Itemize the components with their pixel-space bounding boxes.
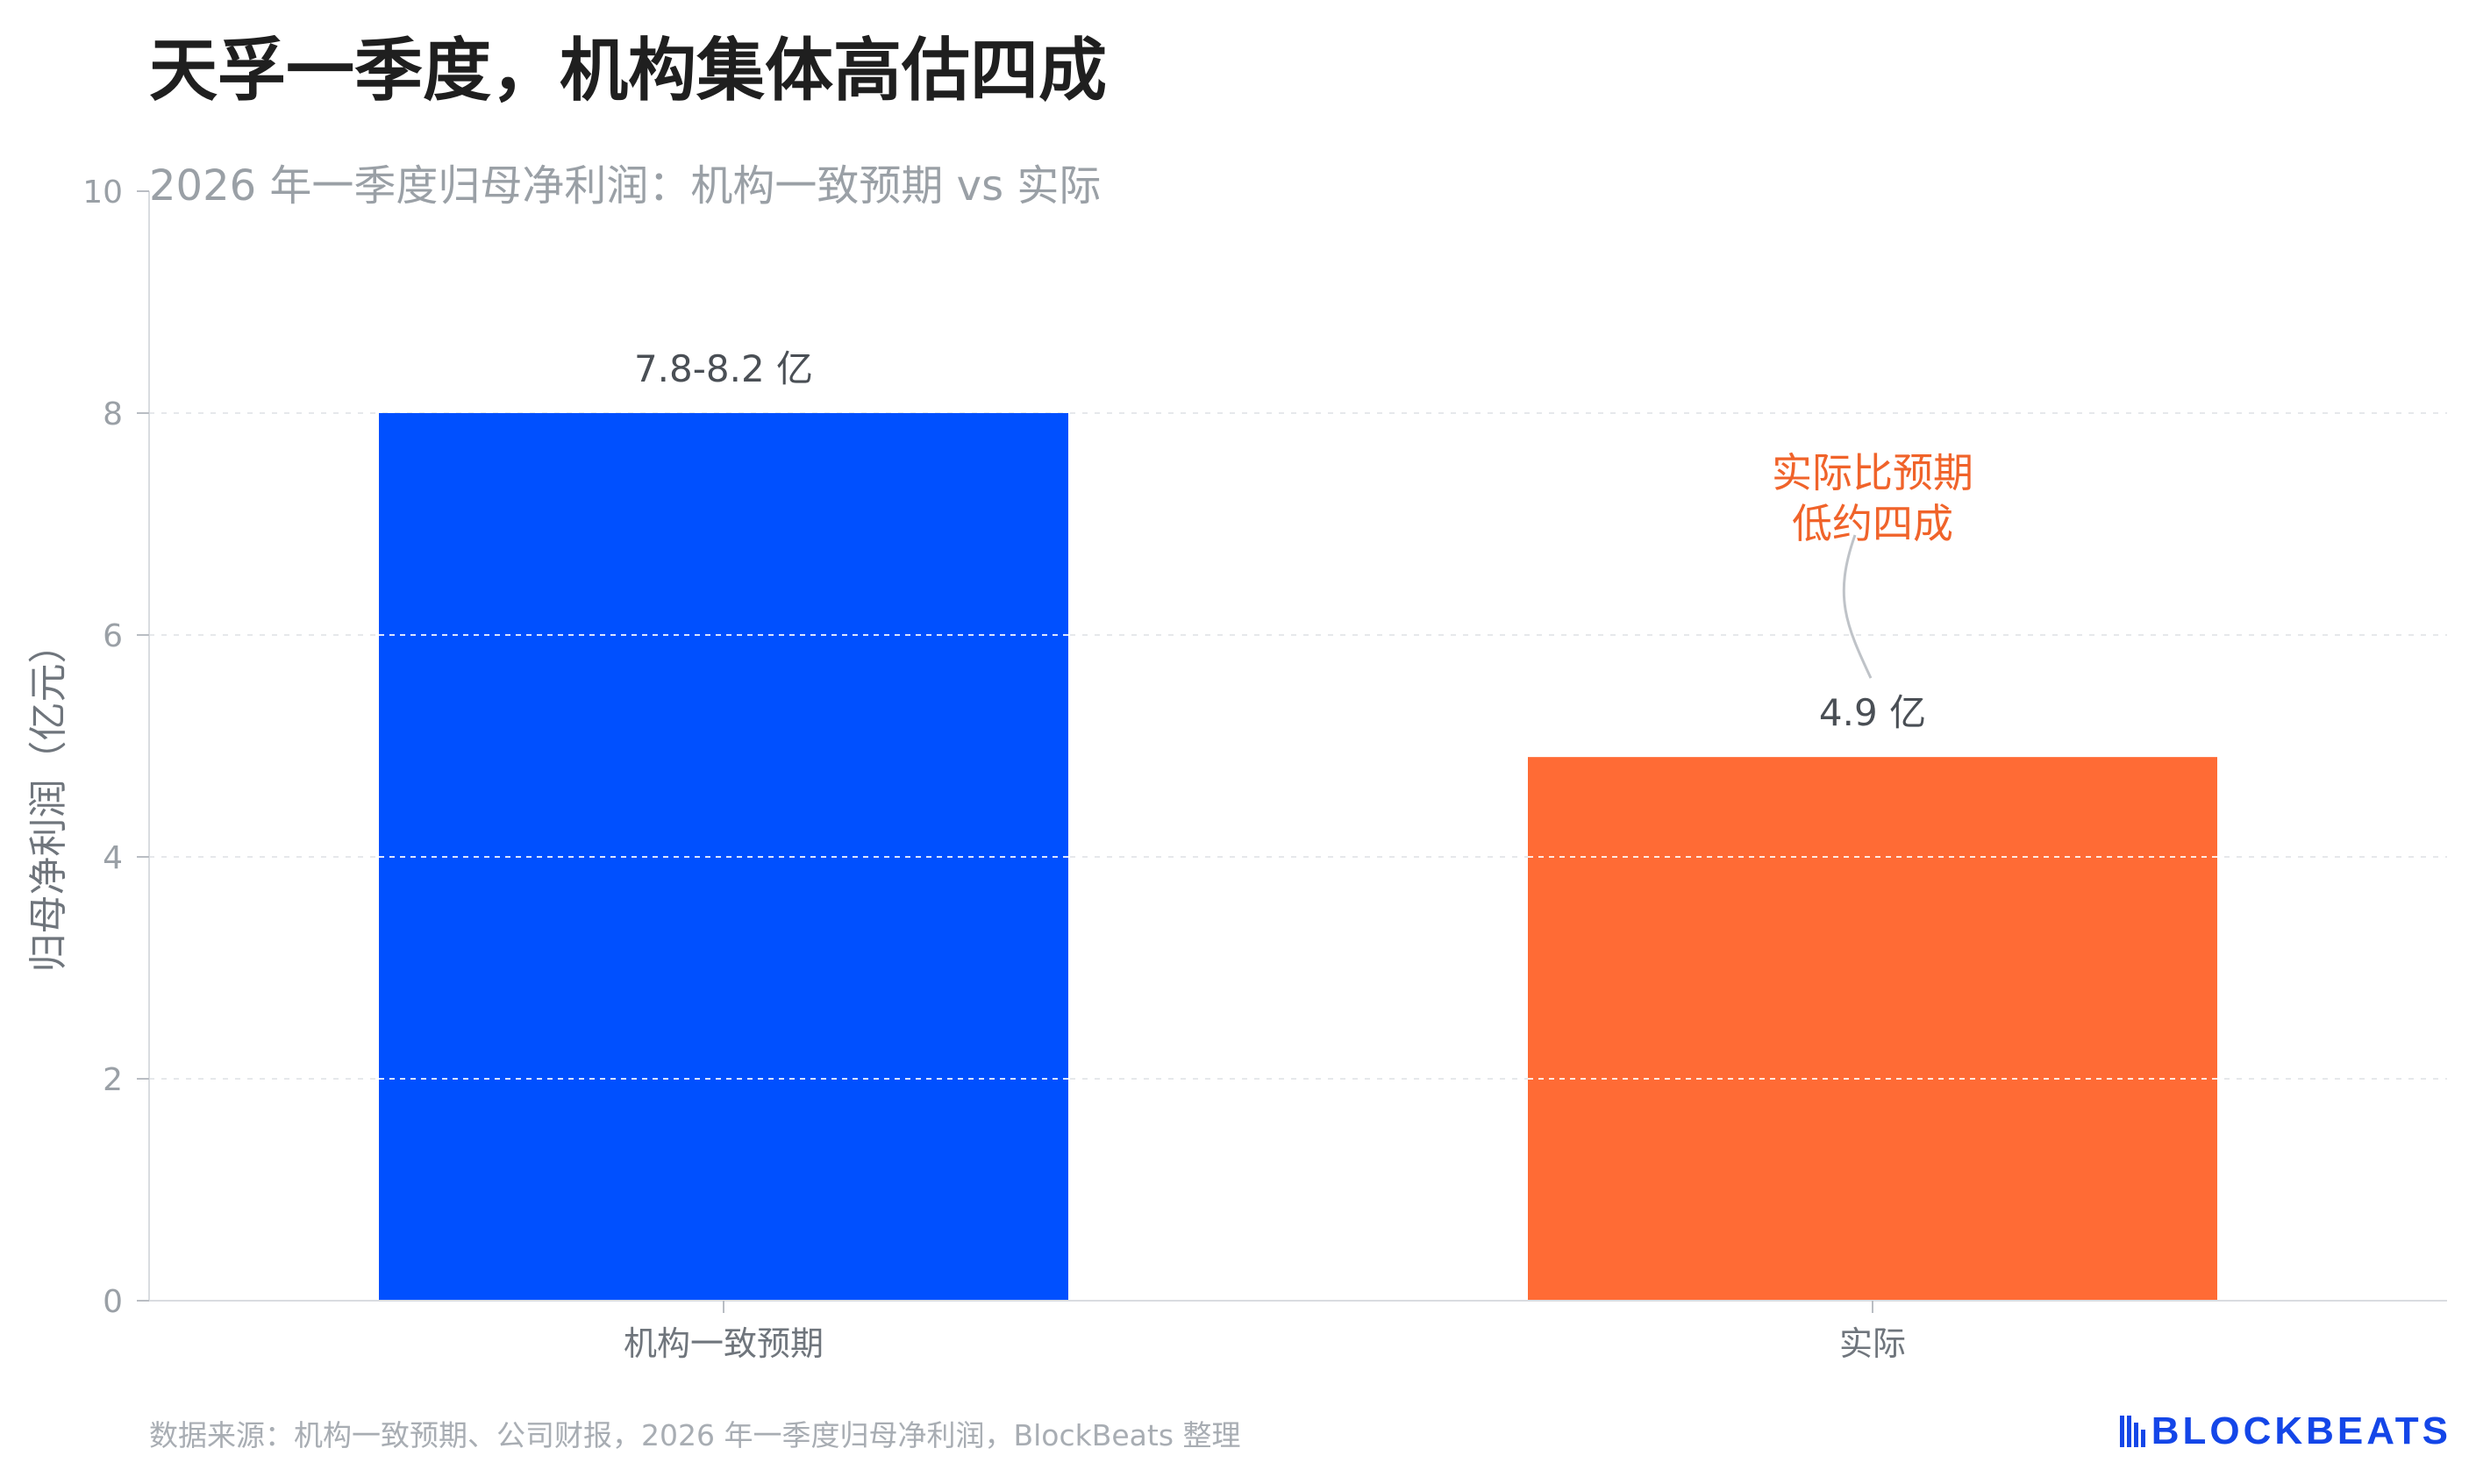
y-axis-title: 归母净利润（亿元） — [26, 625, 71, 973]
chart-subtitle: 2026 年一季度归母净利润：机构一致预期 vs 实际 — [149, 161, 1102, 210]
annotation-text: 低约四成 — [1792, 500, 1953, 547]
annotation-text: 实际比预期 — [1772, 449, 1973, 496]
data-label: 7.8-8.2 亿 — [634, 347, 813, 390]
bars-logo-icon — [2119, 1416, 2145, 1447]
y-tick-label: 8 — [103, 396, 123, 432]
data-label: 4.9 亿 — [1819, 691, 1926, 734]
data-labels: 7.8-8.2 亿 4.9 亿 — [634, 347, 1926, 734]
y-tick-label: 2 — [103, 1062, 123, 1098]
y-tick-label: 4 — [103, 840, 123, 876]
x-tick-label: 实际 — [1839, 1324, 1906, 1363]
y-tick-label: 10 — [82, 175, 123, 210]
brand-logo: BLOCKBEATS — [2119, 1409, 2451, 1452]
x-tick-label: 机构一致预期 — [624, 1324, 824, 1363]
annotation-arrow — [1842, 534, 1873, 679]
y-tick-label: 6 — [103, 618, 123, 654]
bar — [379, 413, 1068, 1301]
brand-name: BLOCKBEATS — [2151, 1409, 2451, 1452]
y-tick-label: 0 — [103, 1284, 123, 1320]
bar — [1528, 757, 2217, 1301]
source-note: 数据来源：机构一致预期、公司财报，2026 年一季度归母净利润，BlockBea… — [149, 1418, 1241, 1452]
chart-title: 天孚一季度，机构集体高估四成 — [149, 32, 1108, 111]
axes: 0 2 4 6 8 10 归母净利润（亿元） 机构一致预期 实际 — [26, 175, 2447, 1363]
bars — [379, 413, 2217, 1301]
